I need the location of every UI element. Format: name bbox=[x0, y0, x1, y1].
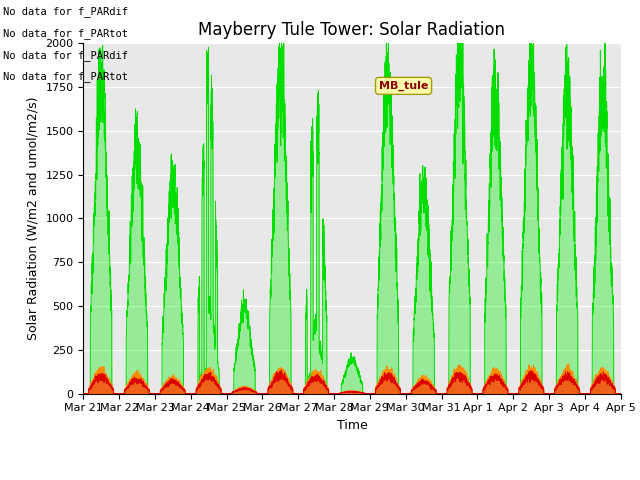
Text: No data for f_PARtot: No data for f_PARtot bbox=[3, 71, 128, 82]
Text: No data for f_PARdif: No data for f_PARdif bbox=[3, 49, 128, 60]
Text: No data for f_PARtot: No data for f_PARtot bbox=[3, 28, 128, 39]
X-axis label: Time: Time bbox=[337, 419, 367, 432]
Y-axis label: Solar Radiation (W/m2 and umol/m2/s): Solar Radiation (W/m2 and umol/m2/s) bbox=[27, 96, 40, 340]
Title: Mayberry Tule Tower: Solar Radiation: Mayberry Tule Tower: Solar Radiation bbox=[198, 21, 506, 39]
Text: MB_tule: MB_tule bbox=[379, 81, 428, 91]
Text: No data for f_PARdif: No data for f_PARdif bbox=[3, 6, 128, 17]
